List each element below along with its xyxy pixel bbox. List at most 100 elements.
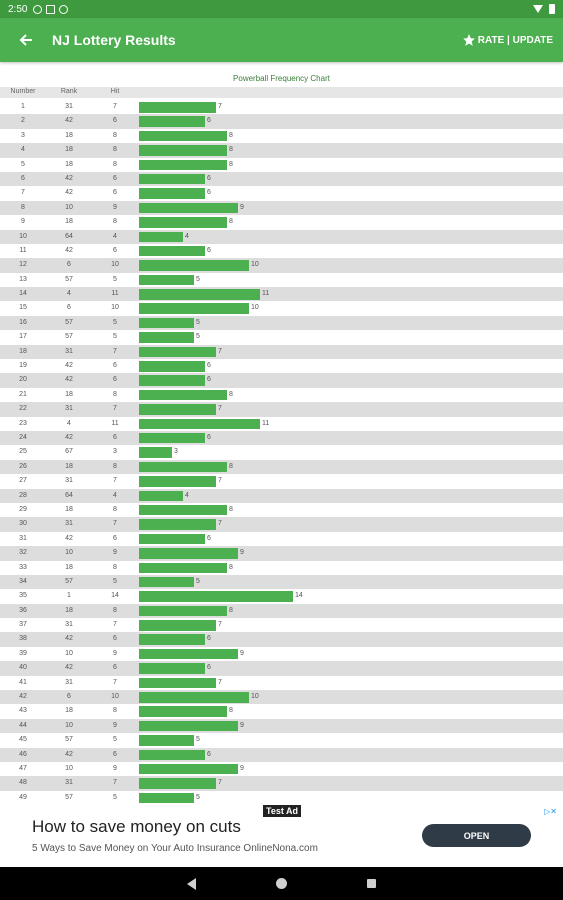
cell-hit: 7 [113, 621, 117, 629]
cell-hit: 7 [113, 520, 117, 528]
chart-row: 22 31 7 7 [0, 402, 563, 417]
cell-hit: 6 [113, 117, 117, 125]
cell-hit: 9 [113, 649, 117, 657]
ad-choices-icon[interactable]: ▷✕ [544, 807, 557, 816]
hit-bar [139, 317, 194, 329]
chart-row: 32 10 9 9 [0, 546, 563, 561]
header-hit: Hit [110, 88, 120, 95]
cell-hit: 5 [113, 318, 117, 326]
star-icon [462, 34, 475, 46]
hit-bar [139, 332, 194, 343]
chart-row: 33 18 8 8 [0, 560, 563, 575]
rate-update-button[interactable]: RATE | UPDATE [462, 33, 553, 47]
bar-value-label: 10 [251, 693, 259, 701]
chart-row: 15 6 10 10 [0, 301, 563, 316]
cell-rank: 1 [67, 592, 71, 600]
sim-card-icon [46, 4, 56, 14]
cell-hit: 7 [113, 347, 117, 355]
cell-rank: 57 [65, 577, 73, 585]
nav-back-icon[interactable] [187, 877, 196, 890]
cell-rank: 57 [65, 736, 73, 744]
cell-hit: 7 [113, 405, 117, 413]
cell-hit: 8 [113, 505, 117, 513]
cell-number: 40 [19, 664, 27, 672]
cell-rank: 18 [65, 160, 73, 168]
cell-rank: 57 [65, 318, 73, 326]
hit-bar [139, 389, 227, 401]
bar-value-label: 6 [207, 534, 211, 542]
chart-row: 18 31 7 7 [0, 344, 563, 360]
bar-value-label: 7 [218, 405, 222, 413]
bar-value-label: 7 [218, 678, 222, 686]
nav-home-icon[interactable] [276, 878, 287, 889]
cell-rank: 64 [65, 232, 73, 240]
bar-value-label: 14 [295, 592, 303, 600]
cell-rank: 42 [65, 362, 73, 370]
ad-open-button[interactable]: OPEN [422, 824, 531, 847]
cell-number: 28 [19, 491, 27, 499]
system-nav-bar [0, 867, 563, 900]
cell-number: 21 [19, 390, 27, 398]
hit-bar [139, 130, 227, 142]
chart-row: 2 42 6 6 [0, 114, 563, 129]
hit-bar [139, 476, 216, 487]
nav-recents-icon[interactable] [367, 879, 376, 888]
cell-hit: 9 [113, 549, 117, 557]
column-headers: Number Rank Hit [0, 87, 563, 98]
cell-hit: 8 [113, 707, 117, 715]
hit-bar [139, 260, 249, 271]
cell-rank: 57 [65, 333, 73, 341]
hit-bar [139, 778, 216, 789]
cell-number: 46 [19, 750, 27, 758]
bar-value-label: 8 [229, 563, 233, 571]
hit-bar [139, 677, 216, 689]
hit-bar [139, 116, 205, 127]
header-number: Number [10, 88, 36, 95]
cell-hit: 14 [111, 592, 119, 600]
hit-bar [139, 231, 183, 243]
app-bar: NJ Lottery Results RATE | UPDATE [0, 18, 563, 62]
cell-hit: 5 [113, 793, 117, 801]
hit-bar [139, 576, 194, 588]
bar-value-label: 4 [185, 232, 189, 240]
cell-rank: 42 [65, 635, 73, 643]
bar-value-label: 8 [229, 505, 233, 513]
cell-rank: 4 [67, 419, 71, 427]
bar-value-label: 10 [251, 261, 259, 269]
hit-bar [139, 763, 238, 775]
chart-row: 1 31 7 7 [0, 100, 563, 115]
cell-number: 6 [21, 174, 25, 182]
cell-number: 25 [19, 448, 27, 456]
hit-bar [139, 289, 260, 300]
chart-row: 38 42 6 6 [0, 632, 563, 647]
status-time: 2:50 [8, 3, 28, 15]
cell-number: 33 [19, 563, 27, 571]
hit-bar [139, 418, 260, 430]
cell-number: 41 [19, 678, 27, 686]
cell-hit: 8 [113, 218, 117, 226]
ad-subtext: 5 Ways to Save Money on Your Auto Insura… [32, 843, 318, 854]
chart-title: Powerball Frequency Chart [233, 74, 330, 83]
chart-row: 13 57 5 5 [0, 272, 563, 288]
chart-row: 31 42 6 6 [0, 531, 563, 547]
hit-bar [139, 432, 205, 444]
cell-rank: 57 [65, 275, 73, 283]
cell-hit: 8 [113, 606, 117, 614]
hit-bar [139, 706, 227, 717]
bar-value-label: 7 [218, 103, 222, 110]
cell-rank: 10 [65, 721, 73, 729]
cell-hit: 5 [113, 275, 117, 283]
cell-rank: 10 [65, 549, 73, 557]
cell-number: 13 [19, 275, 27, 283]
cell-rank: 18 [65, 563, 73, 571]
ad-banner[interactable]: Test Ad ▷✕ How to save money on cuts 5 W… [0, 805, 563, 867]
back-button[interactable] [0, 18, 52, 62]
cell-rank: 42 [65, 664, 73, 672]
cell-rank: 31 [65, 779, 73, 787]
bar-value-label: 8 [229, 707, 233, 715]
cell-hit: 6 [113, 189, 117, 197]
cell-rank: 18 [65, 131, 73, 139]
cell-rank: 57 [65, 793, 73, 801]
ad-headline[interactable]: How to save money on cuts [32, 817, 241, 836]
cell-rank: 6 [67, 304, 71, 312]
